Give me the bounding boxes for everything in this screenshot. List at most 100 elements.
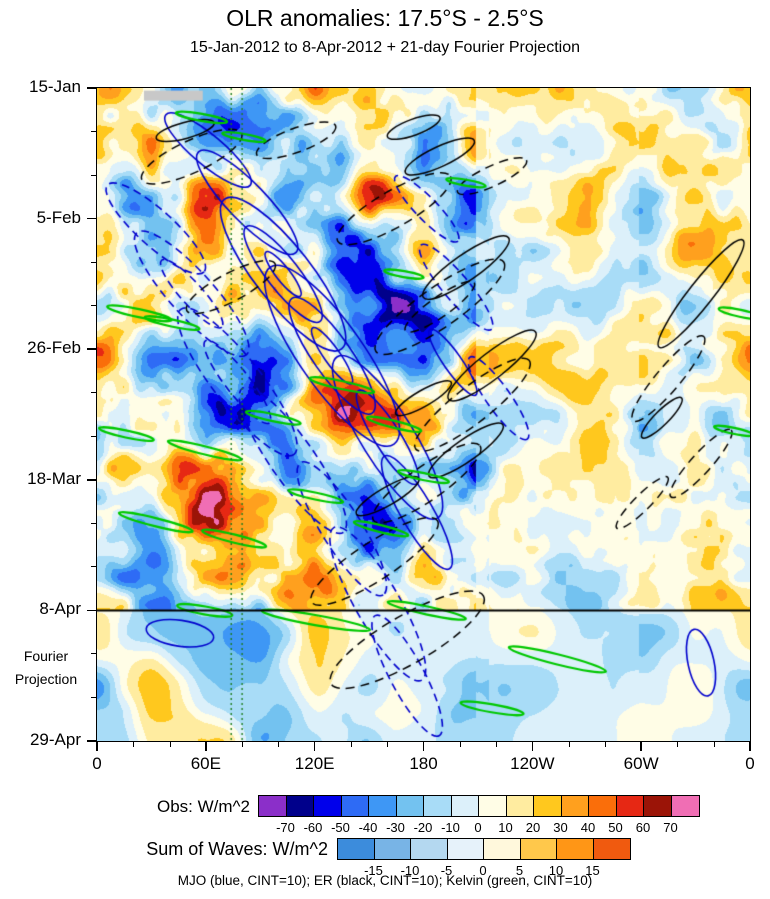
obs-colorbar-segment	[259, 796, 287, 816]
obs-colorbar-tick-label: 40	[580, 820, 596, 835]
chart-title: OLR anomalies: 17.5°S - 2.5°S	[226, 5, 544, 31]
y-minor-tick-mark	[91, 131, 97, 133]
x-tick-mark	[531, 741, 534, 751]
waves-colorbar-segment	[411, 839, 448, 859]
obs-colorbar-tick-label: -60	[303, 820, 323, 835]
x-minor-tick-mark	[568, 741, 570, 747]
obs-colorbar-segment	[479, 796, 507, 816]
obs-colorbar	[258, 795, 700, 817]
y-tick-label: 5-Feb	[36, 207, 81, 227]
waves-colorbar-label: Sum of Waves: W/m^2	[146, 839, 328, 859]
x-minor-tick-mark	[242, 741, 244, 747]
x-tick-label: 180	[409, 754, 438, 773]
y-tick-label: 15-Jan	[29, 77, 81, 96]
x-tick-mark	[422, 741, 425, 751]
waves-colorbar-tick-label: -15	[364, 863, 383, 878]
y-tick-label: 29-Apr	[29, 730, 81, 749]
y-minor-tick-mark	[91, 522, 97, 524]
x-minor-tick-mark	[496, 741, 498, 747]
obs-colorbar-segment	[369, 796, 397, 816]
obs-colorbar-tick-label: -20	[413, 820, 433, 835]
x-minor-tick-mark	[169, 741, 171, 747]
waves-colorbar-segment	[520, 839, 557, 859]
waves-colorbar-tick-label: 5	[515, 863, 524, 878]
hovmoller-canvas	[97, 88, 750, 741]
waves-colorbar-segment	[338, 839, 375, 859]
obs-colorbar-segment	[396, 796, 424, 816]
x-minor-tick-mark	[133, 741, 135, 747]
x-tick-label: 60W	[623, 754, 659, 773]
y-tick-mark	[87, 609, 97, 612]
fourier-projection-label-line1: Fourier	[23, 648, 69, 664]
obs-colorbar-tick-label: -10	[441, 820, 460, 835]
obs-colorbar-segment	[451, 796, 479, 816]
waves-colorbar-tick-label: 0	[479, 863, 487, 878]
obs-colorbar-segment	[671, 796, 699, 816]
obs-colorbar-tick-label: 70	[663, 820, 678, 835]
x-tick-mark	[96, 741, 98, 751]
waves-colorbar-segment	[484, 839, 521, 859]
x-tick-mark	[640, 741, 642, 751]
y-minor-tick-mark	[91, 305, 97, 307]
x-tick-label: 0	[92, 754, 102, 773]
obs-colorbar-segment	[589, 796, 617, 816]
obs-colorbar-segment	[286, 796, 314, 816]
y-tick-mark	[87, 217, 97, 220]
obs-colorbar-label: Obs: W/m^2	[157, 797, 250, 816]
obs-colorbar-tick-label: 30	[553, 820, 568, 835]
x-tick-mark	[313, 741, 316, 751]
x-minor-tick-mark	[278, 741, 280, 747]
y-tick-mark	[87, 740, 97, 742]
y-minor-tick-mark	[91, 435, 97, 437]
obs-colorbar-tick-label: 20	[525, 820, 541, 835]
waves-colorbar-tick-label: 15	[585, 863, 600, 878]
obs-colorbar-segment	[506, 796, 534, 816]
obs-colorbar-segment	[314, 796, 342, 816]
obs-colorbar-tick-label: -50	[331, 820, 350, 835]
obs-colorbar-segment	[534, 796, 562, 816]
waves-colorbar-segment	[374, 839, 411, 859]
x-minor-tick-mark	[713, 741, 715, 747]
x-minor-tick-mark	[459, 741, 461, 747]
x-tick-label: 120E	[294, 754, 335, 773]
waves-colorbar-segment	[447, 839, 484, 859]
y-tick-mark	[87, 479, 97, 481]
y-minor-tick-mark	[91, 174, 97, 176]
waves-colorbar-tick-label: -10	[400, 863, 420, 878]
y-minor-tick-mark	[91, 392, 97, 394]
y-minor-tick-mark	[91, 566, 97, 568]
x-tick-label: 60E	[190, 754, 221, 773]
y-minor-tick-mark	[91, 653, 97, 655]
obs-colorbar-tick-label: 0	[474, 820, 482, 835]
x-minor-tick-mark	[604, 741, 606, 747]
x-minor-tick-mark	[350, 741, 352, 747]
contour-legend-caption: MJO (blue, CINT=10); ER (black, CINT=10)…	[177, 873, 593, 888]
obs-colorbar-tick-label: 60	[635, 820, 651, 835]
obs-colorbar-tick-label: 10	[498, 820, 513, 835]
obs-colorbar-tick-label: -30	[386, 820, 405, 835]
waves-colorbar-tick-label: 10	[548, 863, 564, 878]
obs-colorbar-segment	[341, 796, 369, 816]
obs-colorbar-segment	[561, 796, 589, 816]
obs-colorbar-segment	[424, 796, 452, 816]
obs-colorbar-segment	[644, 796, 672, 816]
y-tick-mark	[87, 87, 97, 89]
y-tick-label: 8-Apr	[39, 599, 81, 619]
y-tick-label: 26-Feb	[27, 338, 81, 358]
waves-colorbar-segment	[557, 839, 594, 859]
obs-colorbar-tick-label: -40	[358, 820, 378, 835]
waves-colorbar-tick-label: -5	[440, 863, 453, 878]
y-minor-tick-mark	[91, 261, 97, 263]
x-tick-mark	[749, 741, 751, 751]
y-minor-tick-mark	[91, 696, 97, 698]
obs-colorbar-segment	[616, 796, 644, 816]
x-tick-label: 0	[745, 754, 755, 773]
y-tick-label: 18-Mar	[27, 468, 81, 488]
obs-colorbar-tick-label: -70	[276, 820, 295, 835]
y-tick-mark	[87, 348, 97, 350]
waves-colorbar	[337, 838, 631, 860]
waves-colorbar-segment	[593, 839, 630, 859]
x-tick-mark	[205, 741, 207, 751]
x-minor-tick-mark	[387, 741, 389, 747]
